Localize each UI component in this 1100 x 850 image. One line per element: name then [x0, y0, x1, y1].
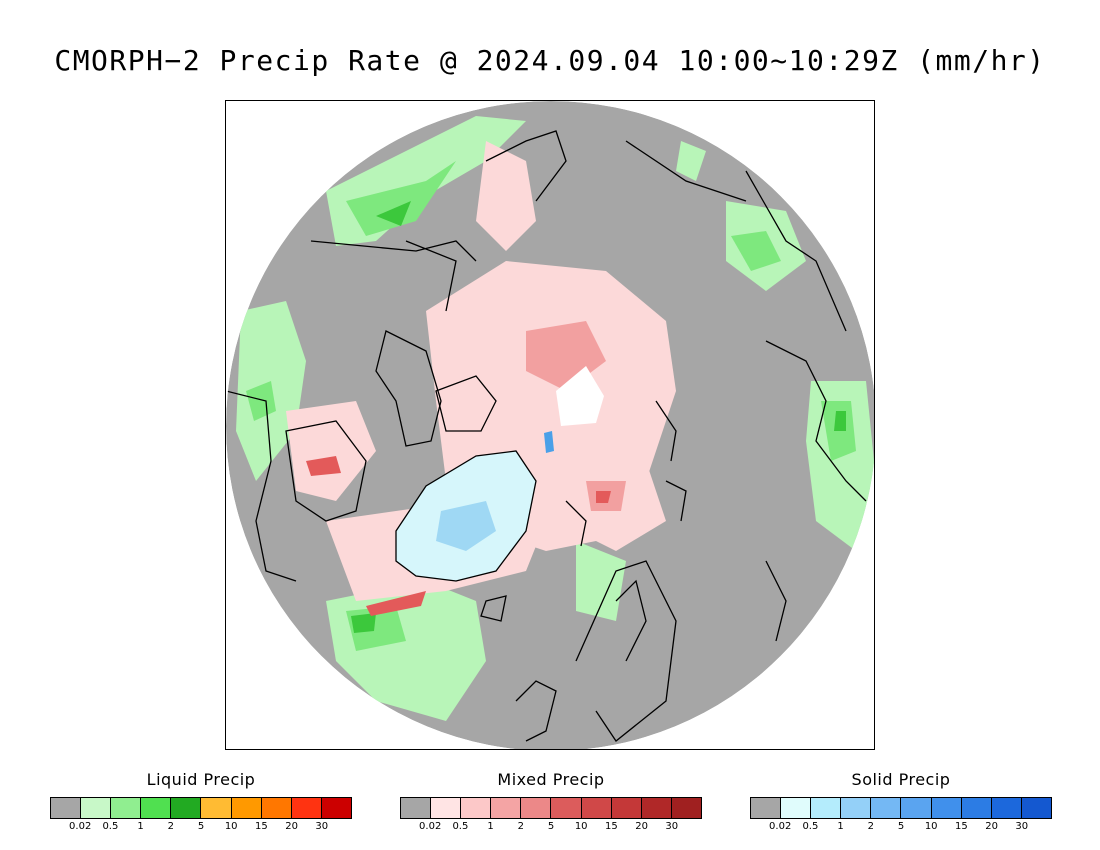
- legend-solid: Solid Precip 0.02 0.5 1 2 5 10 15 20 30: [750, 770, 1052, 835]
- map-title: CMORPH−2 Precip Rate @ 2024.09.04 10:00~…: [54, 44, 1046, 77]
- map-svg: [226, 101, 874, 749]
- legend-mixed-colorbar: [400, 797, 702, 819]
- legend-solid-colorbar: [750, 797, 1052, 819]
- legend-tick-label: 5: [547, 821, 555, 832]
- legend-tick-label: 5: [897, 821, 905, 832]
- legend-tick-label: 10: [574, 821, 588, 832]
- legend-swatch: [231, 798, 262, 818]
- legend-tick-label: 2: [867, 821, 874, 832]
- legend-liquid-ticks: 0.02 0.5 1 2 5 10 15 20 30: [50, 821, 352, 835]
- legend-tick-label: 30: [315, 821, 329, 832]
- legend-swatch: [111, 798, 142, 818]
- legend-swatch: [841, 798, 872, 818]
- legend-solid-ticks: 0.02 0.5 1 2 5 10 15 20 30: [750, 821, 1052, 835]
- legend-liquid: Liquid Precip 0.02 0.5 1 2 5 10 15 20 30: [50, 770, 352, 835]
- legend-swatch: [871, 798, 902, 818]
- legend-tick-label: 0.5: [452, 821, 469, 832]
- legend-swatch: [551, 798, 582, 818]
- legend-swatch: [781, 798, 812, 818]
- legend-swatch: [961, 798, 992, 818]
- legend-tick-label: 0.5: [802, 821, 819, 832]
- legend-swatch: [291, 798, 322, 818]
- legend-swatch: [51, 798, 82, 818]
- legend-swatch: [811, 798, 842, 818]
- legend-swatch: [171, 798, 202, 818]
- legend-tick-label: 5: [197, 821, 205, 832]
- legend-tick-label: 1: [837, 821, 844, 832]
- polar-precip-map: [225, 100, 875, 750]
- legend-swatch: [521, 798, 552, 818]
- legend-tick-label: 2: [167, 821, 174, 832]
- no-data-region: [556, 366, 604, 426]
- legend-mixed-ticks: 0.02 0.5 1 2 5 10 15 20 30: [400, 821, 702, 835]
- legend-swatch: [641, 798, 672, 818]
- legend-tick-label: 20: [285, 821, 298, 832]
- legend-swatch: [81, 798, 112, 818]
- legend-swatch: [141, 798, 172, 818]
- legend-tick-label: 0.02: [769, 821, 792, 832]
- legend-tick-label: 20: [985, 821, 998, 832]
- legend-tick-label: 15: [605, 821, 618, 832]
- legend-tick-label: 20: [635, 821, 648, 832]
- legend-tick-label: 0.02: [419, 821, 442, 832]
- legend-swatch: [1021, 798, 1051, 818]
- legend-tick-label: 2: [517, 821, 524, 832]
- legend-tick-label: 1: [487, 821, 494, 832]
- legend-tick-label: 30: [1015, 821, 1029, 832]
- legend-tick-label: 10: [924, 821, 938, 832]
- legend-tick-label: 15: [255, 821, 268, 832]
- legend-swatch: [671, 798, 701, 818]
- coastlines: [226, 130, 867, 742]
- legend-swatch: [991, 798, 1022, 818]
- legend-mixed-title: Mixed Precip: [497, 770, 605, 789]
- legend-liquid-colorbar: [50, 797, 352, 819]
- legend-tick-label: 30: [665, 821, 679, 832]
- legend-liquid-title: Liquid Precip: [146, 770, 256, 789]
- legend-swatch: [261, 798, 292, 818]
- legend-swatch: [901, 798, 932, 818]
- legend-swatch: [401, 798, 432, 818]
- legend-swatch: [611, 798, 642, 818]
- legend-tick-label: 1: [137, 821, 144, 832]
- legend-swatch: [321, 798, 351, 818]
- liquid-precip-regions: [236, 116, 874, 721]
- legend-swatch: [751, 798, 782, 818]
- legend-swatch: [431, 798, 462, 818]
- legend-tick-label: 0.02: [69, 821, 92, 832]
- legend-swatch: [461, 798, 492, 818]
- legend-tick-label: 10: [224, 821, 238, 832]
- legend-tick-label: 15: [955, 821, 968, 832]
- legend-swatch: [201, 798, 232, 818]
- legend-swatch: [581, 798, 612, 818]
- legend-swatch: [491, 798, 522, 818]
- legend-tick-label: 0.5: [102, 821, 119, 832]
- legend-swatch: [931, 798, 962, 818]
- legend-solid-title: Solid Precip: [851, 770, 951, 789]
- legend-mixed: Mixed Precip 0.02 0.5 1 2 5 10 15 20 30: [400, 770, 702, 835]
